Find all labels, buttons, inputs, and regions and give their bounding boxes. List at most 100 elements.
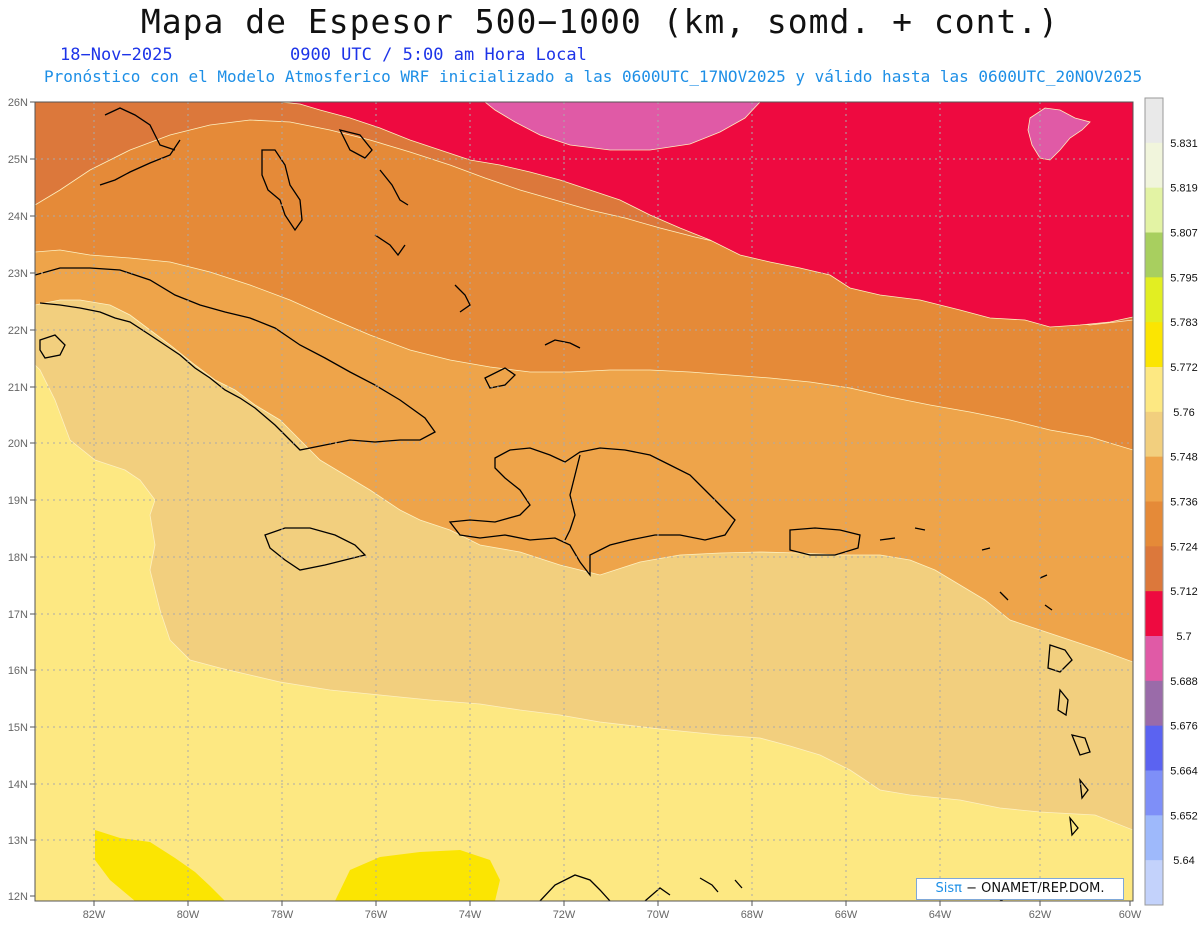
- hispaniola-coast: [448, 447, 736, 577]
- bahamas-exuma: [374, 234, 406, 257]
- colorbar-swatch: [1145, 680, 1163, 727]
- colorbar-swatch: [1145, 232, 1163, 278]
- band-5.688-east: [1027, 107, 1091, 161]
- forecast-time: 0900 UTC / 5:00 am Hora Local: [290, 45, 587, 65]
- colorbar-label: 5.712: [1170, 586, 1198, 598]
- dominica-coast: [1057, 688, 1069, 717]
- cuba-coast: [35, 267, 436, 451]
- colorbar-label: 5.795: [1170, 272, 1198, 284]
- colorbar-label: 5.7: [1176, 631, 1191, 643]
- longitude-labels: 82W 80W 78W 76W 74W 72W 70W 68W 66W 64W …: [83, 909, 1142, 921]
- graticule: [35, 102, 1133, 901]
- lon-label: 62W: [1029, 909, 1052, 921]
- map-title: Mapa de Espesor 500−1000 (km, somd. + co…: [140, 2, 1060, 41]
- bahamas-inagua: [484, 367, 517, 389]
- lat-label: 13N: [8, 835, 28, 847]
- colorbar-swatch: [1145, 367, 1163, 413]
- lon-label: 68W: [741, 909, 764, 921]
- bahamas-eleuthera: [379, 169, 409, 206]
- colorbar-label: 5.688: [1170, 676, 1198, 688]
- organization-text: − ONAMET/REP.DOM.: [966, 881, 1105, 896]
- band-5.772: [95, 830, 225, 901]
- plot-frame: [34, 101, 1134, 902]
- band-5.688: [484, 102, 761, 151]
- colorbar-swatch: [1145, 860, 1163, 906]
- lat-label: 21N: [8, 382, 28, 394]
- credit-box: Sisπ − ONAMET/REP.DOM.: [916, 878, 1124, 900]
- sis-logo-text: Sisπ: [935, 881, 962, 896]
- colorbar-swatch: [1145, 770, 1163, 816]
- lesser-antilles-1: [981, 547, 1053, 611]
- colorbar-label: 5.64: [1173, 855, 1194, 867]
- colorbar-swatch: [1145, 591, 1163, 637]
- colorbar-label: 5.831: [1170, 138, 1198, 150]
- lon-label: 72W: [553, 909, 576, 921]
- colorbar-swatch: [1145, 142, 1163, 189]
- colorbar-label: 5.676: [1170, 721, 1198, 733]
- bahamas-abaco: [338, 129, 373, 159]
- colorbar-swatch: [1145, 815, 1163, 861]
- lat-label: 17N: [8, 609, 28, 621]
- coastlines: [35, 107, 1091, 901]
- lat-label: 23N: [8, 268, 28, 280]
- lon-label: 66W: [835, 909, 858, 921]
- colorbar-swatch: [1145, 187, 1163, 233]
- lat-label: 20N: [8, 438, 28, 450]
- colorbar-label: 5.652: [1170, 810, 1198, 822]
- bahamas-andros: [261, 149, 303, 232]
- colorbar-swatch: [1145, 277, 1163, 323]
- lon-label: 74W: [459, 909, 482, 921]
- lat-label: 25N: [8, 154, 28, 166]
- forecast-date: 18−Nov−2025: [60, 45, 173, 65]
- colorbar-label: 5.664: [1170, 766, 1198, 778]
- puerto-rico-coast: [789, 527, 861, 556]
- lon-label: 76W: [365, 909, 388, 921]
- colorbar-label: 5.783: [1170, 317, 1198, 329]
- thickness-bands: [35, 102, 1133, 901]
- colorbar-swatch: [1145, 725, 1163, 771]
- lon-label: 82W: [83, 909, 106, 921]
- colorbar-swatch: [1145, 546, 1163, 592]
- colorbar-label: 5.807: [1170, 228, 1198, 240]
- south-america-coast: [539, 874, 1021, 901]
- model-description: Pronóstico con el Modelo Atmosferico WRF…: [44, 67, 1143, 86]
- colorbar: 5.831 5.819 5.807 5.795 5.783 5.772 5.76 5.748 5…: [1144, 97, 1198, 906]
- colorbar-label: 5.724: [1170, 541, 1198, 553]
- lat-label: 15N: [8, 722, 28, 734]
- caicos-islands: [544, 339, 581, 349]
- colorbar-label: 5.748: [1170, 452, 1198, 464]
- band-5.7: [279, 102, 1133, 328]
- colorbar-label: 5.736: [1170, 497, 1198, 509]
- virgin-islands: [879, 527, 926, 541]
- latitude-labels: 26N 25N 24N 23N 22N 21N 20N 19N 18N 17N …: [8, 97, 28, 903]
- lon-label: 60W: [1119, 909, 1142, 921]
- martinique-coast: [1070, 734, 1091, 756]
- lat-label: 24N: [8, 211, 28, 223]
- st-vincent-coast: [1069, 815, 1079, 837]
- colorbar-swatch: [1145, 98, 1163, 144]
- lon-label: 80W: [177, 909, 200, 921]
- colorbar-label: 5.772: [1170, 362, 1198, 374]
- lon-label: 64W: [929, 909, 952, 921]
- colorbar-swatch: [1145, 636, 1163, 682]
- thickness-map: 26N 25N 24N 23N 22N 21N 20N 19N 18N 17N …: [8, 97, 1198, 921]
- colorbar-swatch: [1145, 411, 1163, 458]
- lat-label: 22N: [8, 325, 28, 337]
- isla-juventud-coast: [39, 334, 66, 359]
- tick-marks: [30, 101, 1131, 906]
- colorbar-swatch: [1145, 322, 1163, 368]
- lon-label: 70W: [647, 909, 670, 921]
- lat-label: 18N: [8, 552, 28, 564]
- lat-label: 19N: [8, 495, 28, 507]
- colorbar-swatch: [1145, 456, 1163, 502]
- colorbar-swatch: [1145, 501, 1163, 547]
- lat-label: 16N: [8, 665, 28, 677]
- guadeloupe-coast: [1047, 644, 1073, 673]
- bahamas-acklins: [454, 284, 471, 313]
- hispaniola-border: [564, 454, 581, 541]
- colorbar-label: 5.819: [1170, 183, 1198, 195]
- florida-tip: [104, 107, 176, 151]
- lon-label: 78W: [271, 909, 294, 921]
- colorbar-label: 5.76: [1173, 407, 1194, 419]
- st-lucia-coast: [1079, 777, 1089, 800]
